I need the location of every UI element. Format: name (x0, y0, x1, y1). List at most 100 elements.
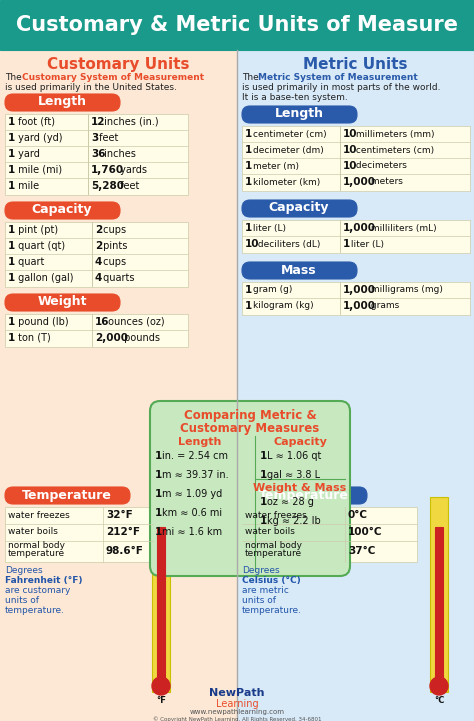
Text: Fahrenheit (°F): Fahrenheit (°F) (5, 576, 82, 585)
Text: liter (L): liter (L) (348, 239, 384, 249)
Text: are customary: are customary (5, 586, 70, 595)
Text: gram (g): gram (g) (253, 286, 292, 294)
Text: is used primarily in most parts of the world.: is used primarily in most parts of the w… (242, 83, 440, 92)
Text: 1,760: 1,760 (91, 165, 124, 175)
Text: ounces (oz): ounces (oz) (105, 317, 165, 327)
Text: grams: grams (368, 301, 399, 311)
Text: yard: yard (15, 149, 40, 159)
Text: The: The (242, 73, 262, 82)
Text: ton (T): ton (T) (15, 333, 51, 343)
Text: milliliters (mL): milliliters (mL) (368, 224, 437, 232)
Text: °F: °F (156, 696, 166, 705)
Text: 16: 16 (95, 317, 109, 327)
Text: water freezes: water freezes (8, 510, 70, 520)
Text: mile (mi): mile (mi) (15, 165, 62, 175)
Text: quart (qt): quart (qt) (15, 241, 65, 251)
Text: Temperature: Temperature (259, 489, 349, 502)
FancyBboxPatch shape (150, 401, 350, 576)
Text: Customary System of Measurement: Customary System of Measurement (22, 73, 204, 82)
Text: Metric System of Measurement: Metric System of Measurement (258, 73, 418, 82)
FancyBboxPatch shape (5, 94, 120, 111)
Text: 1: 1 (260, 470, 267, 480)
Text: gal ≈ 3.8 L: gal ≈ 3.8 L (267, 470, 320, 480)
Text: pints: pints (100, 241, 128, 251)
Text: gallon (gal): gallon (gal) (15, 273, 73, 283)
Text: Customary & Metric Units of Measure: Customary & Metric Units of Measure (16, 15, 458, 35)
Text: The: The (5, 73, 25, 82)
Text: Capacity: Capacity (273, 437, 327, 447)
Text: 10: 10 (343, 161, 357, 171)
Text: 32°F: 32°F (106, 510, 133, 520)
Text: 1: 1 (8, 181, 15, 191)
Text: Capacity: Capacity (32, 203, 92, 216)
Text: yard (yd): yard (yd) (15, 133, 63, 143)
Text: 1: 1 (8, 241, 15, 251)
FancyBboxPatch shape (5, 487, 130, 504)
Text: in. = 2.54 cm: in. = 2.54 cm (162, 451, 228, 461)
FancyBboxPatch shape (5, 114, 188, 195)
Text: 1: 1 (245, 177, 252, 187)
Text: 1: 1 (245, 129, 252, 139)
FancyBboxPatch shape (242, 106, 357, 123)
Text: www.newpathlearning.com: www.newpathlearning.com (190, 709, 284, 715)
FancyBboxPatch shape (5, 202, 120, 219)
Text: water freezes: water freezes (245, 510, 307, 520)
Text: meters: meters (368, 177, 403, 187)
Text: Customary Units: Customary Units (47, 57, 189, 72)
Text: 1: 1 (155, 451, 162, 461)
Text: 10: 10 (245, 239, 259, 249)
Text: Length: Length (274, 107, 323, 120)
Text: L ≈ 1.06 qt: L ≈ 1.06 qt (267, 451, 321, 461)
Text: 2: 2 (95, 241, 102, 251)
Circle shape (430, 677, 448, 695)
Text: cups: cups (100, 225, 127, 235)
Text: temperature.: temperature. (242, 606, 302, 615)
Text: decimeter (dm): decimeter (dm) (253, 146, 324, 154)
Text: Mass: Mass (281, 263, 317, 276)
Text: Capacity: Capacity (269, 201, 329, 215)
Text: feet: feet (117, 181, 139, 191)
FancyBboxPatch shape (5, 507, 153, 562)
Text: meter (m): meter (m) (253, 162, 299, 170)
Text: Length: Length (178, 437, 222, 447)
Text: °C: °C (434, 696, 444, 705)
Text: 1: 1 (245, 285, 252, 295)
Text: water boils: water boils (8, 528, 58, 536)
Text: 1: 1 (260, 497, 267, 507)
FancyBboxPatch shape (5, 314, 188, 347)
Text: 98.6°F: 98.6°F (106, 546, 144, 556)
Text: cups: cups (100, 257, 127, 267)
Text: 2: 2 (95, 225, 102, 235)
Text: 4: 4 (95, 273, 102, 283)
Text: Degrees: Degrees (5, 566, 43, 575)
Text: pounds: pounds (121, 333, 160, 343)
Text: normal body: normal body (245, 541, 302, 549)
Circle shape (152, 677, 170, 695)
Text: deciliters (dL): deciliters (dL) (255, 239, 321, 249)
FancyBboxPatch shape (430, 497, 448, 692)
Text: 36: 36 (91, 149, 106, 159)
Text: 100°C: 100°C (348, 527, 383, 537)
FancyBboxPatch shape (152, 497, 170, 692)
Text: 1: 1 (245, 145, 252, 155)
Text: is used primarily in the United States.: is used primarily in the United States. (5, 83, 177, 92)
Text: 37°C: 37°C (348, 546, 375, 556)
Text: 1: 1 (343, 239, 350, 249)
Text: kilogram (kg): kilogram (kg) (253, 301, 314, 311)
FancyBboxPatch shape (0, 50, 237, 721)
Text: 1: 1 (245, 301, 252, 311)
Text: 1: 1 (8, 133, 15, 143)
Text: kg ≈ 2.2 lb: kg ≈ 2.2 lb (267, 516, 321, 526)
Text: © Copyright NewPath Learning. All Rights Reserved. 34-6801: © Copyright NewPath Learning. All Rights… (153, 716, 321, 721)
Text: milligrams (mg): milligrams (mg) (368, 286, 443, 294)
FancyBboxPatch shape (242, 507, 417, 562)
Text: Weight: Weight (37, 296, 87, 309)
Text: quart: quart (15, 257, 45, 267)
Text: 1: 1 (8, 317, 15, 327)
Text: 212°F: 212°F (106, 527, 140, 537)
Text: mi ≈ 1.6 km: mi ≈ 1.6 km (162, 527, 222, 537)
Text: 1: 1 (245, 223, 252, 233)
Text: feet: feet (96, 133, 118, 143)
Text: m ≈ 1.09 yd: m ≈ 1.09 yd (162, 489, 222, 499)
Text: It is a base-ten system.: It is a base-ten system. (242, 93, 348, 102)
